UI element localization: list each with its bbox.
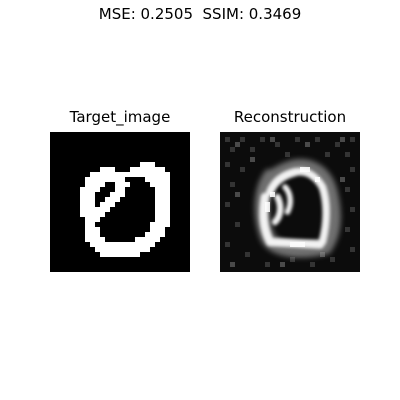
target-image-panel [50, 132, 190, 272]
metrics-suptitle: MSE: 0.2505 SSIM: 0.3469 [98, 5, 302, 23]
reconstruction-panel [220, 132, 360, 272]
reconstruction-digit-image [220, 132, 360, 272]
target-image-title: Target_image [69, 108, 171, 126]
target-digit-image [50, 132, 190, 272]
reconstruction-title: Reconstruction [233, 108, 347, 126]
